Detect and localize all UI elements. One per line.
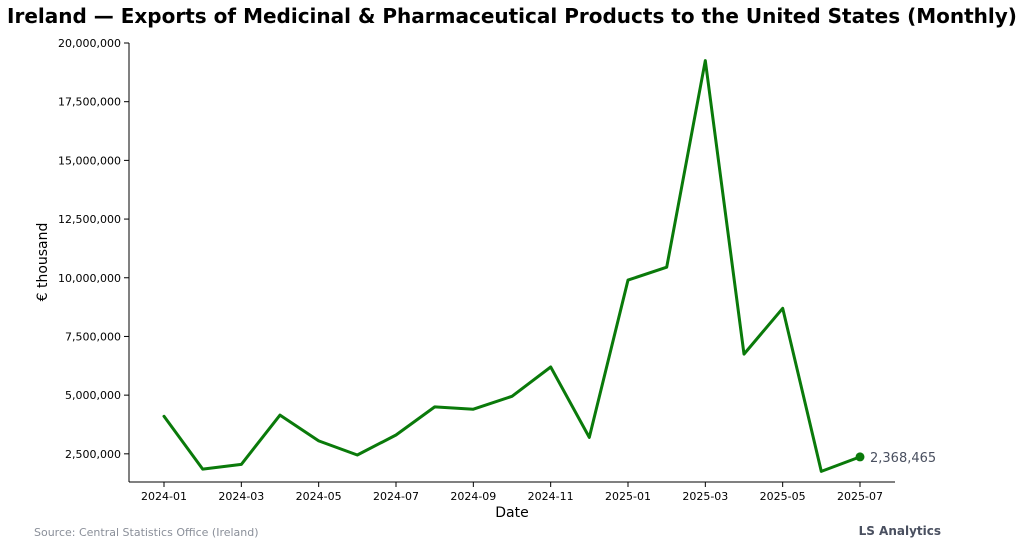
x-tick-label: 2024-07: [373, 490, 419, 503]
y-tick-label: 20,000,000: [58, 37, 121, 50]
plot-area: 2,368,465: [162, 59, 936, 473]
y-axis-label: € thousand: [35, 223, 51, 302]
x-tick-label: 2024-05: [296, 490, 342, 503]
axes: 2,500,000 5,000,000 7,500,000 10,000,000 12,…: [58, 37, 895, 503]
chart-title: Ireland — Exports of Medicinal & Pharmac…: [7, 4, 1017, 28]
y-tick-label: 12,500,000: [58, 213, 121, 226]
x-tick-label: 2025-07: [837, 490, 883, 503]
y-tick-label: 7,500,000: [65, 330, 121, 343]
x-tick-label: 2024-03: [218, 490, 264, 503]
y-tick-label: 10,000,000: [58, 272, 121, 285]
x-tick-label: 2025-03: [682, 490, 728, 503]
series-line: [162, 59, 862, 473]
x-tick-label: 2024-11: [528, 490, 574, 503]
y-tick-label: 17,500,000: [58, 96, 121, 109]
x-tick-label: 2025-05: [760, 490, 806, 503]
x-tick-label: 2025-01: [605, 490, 651, 503]
last-value-label: 2,368,465: [870, 451, 936, 466]
x-tick-label: 2024-09: [450, 490, 496, 503]
y-tick-label: 2,500,000: [65, 448, 121, 461]
x-axis-label: Date: [495, 505, 528, 521]
source-note: Source: Central Statistics Office (Irela…: [34, 526, 259, 539]
x-tick-label: 2024-01: [141, 490, 187, 503]
brand-label: LS Analytics: [858, 524, 941, 538]
last-point-marker: [855, 452, 865, 462]
y-tick-label: 15,000,000: [58, 154, 121, 167]
y-tick-label: 5,000,000: [65, 389, 121, 402]
